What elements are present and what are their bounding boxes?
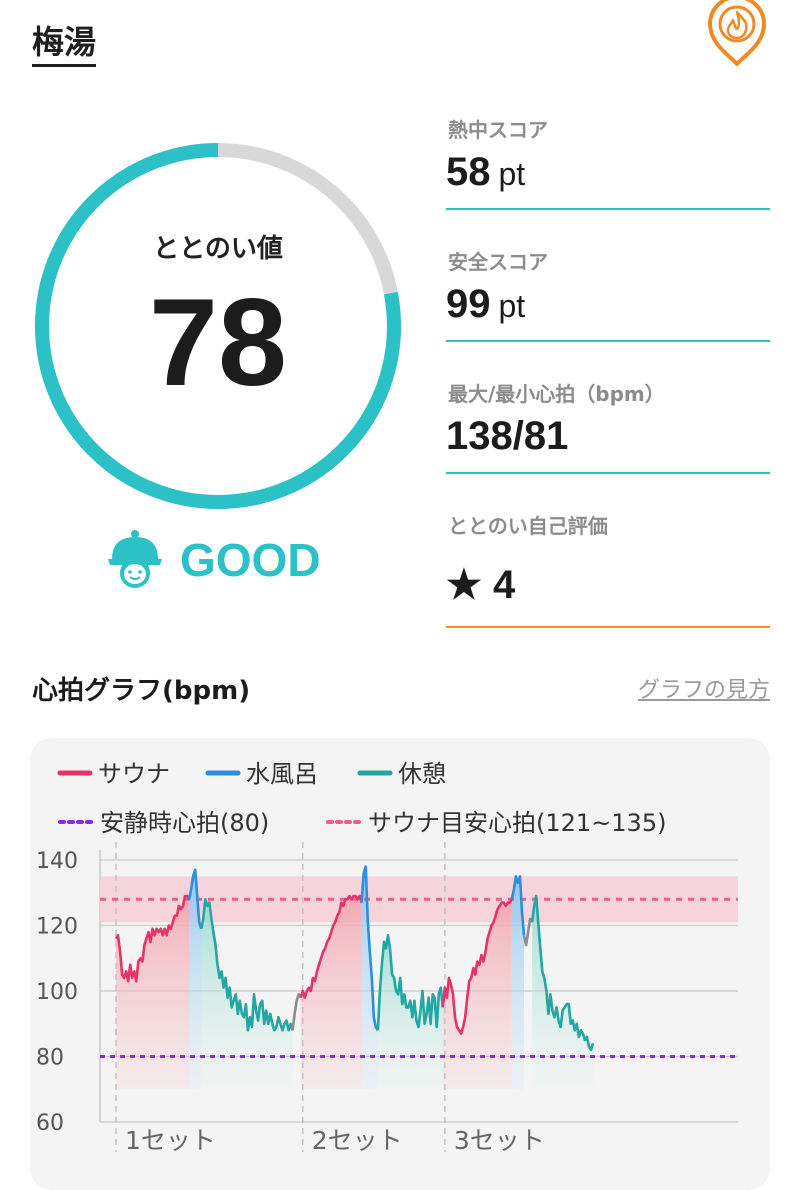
rest-line [530, 894, 595, 1052]
heart-rate-chart-card: サウナ 水風呂 休憩安静時心拍(80) サウナ目安心拍(121~135) 140 120… [30, 738, 770, 1190]
set-label: 1セット [125, 1126, 216, 1155]
water-area [189, 869, 202, 1090]
metric-value: 99 pt [446, 282, 526, 326]
metric-unit: pt [498, 156, 526, 192]
y-tick-label: 60 [36, 1111, 64, 1136]
rest-area [377, 935, 443, 1090]
gap-line [522, 917, 534, 947]
metric-label: 熱中スコア [448, 118, 548, 142]
y-tick-label: 80 [36, 1046, 64, 1071]
divider [446, 208, 770, 210]
score-ring [35, 143, 401, 509]
metric-self-evaluation: ととのい自己評価 ★ 4 [446, 504, 770, 654]
grade-text: GOOD [180, 534, 321, 586]
rest-area [201, 899, 293, 1090]
water-area [361, 866, 378, 1090]
graph-guide-link[interactable]: グラフの見方 [637, 678, 770, 703]
metric-safety-score: 安全スコア 99 pt [446, 240, 770, 372]
set-label: 2セット [312, 1126, 403, 1155]
metric-heart-rate-range: 最大/最小心拍（bpm） 138/81 [446, 372, 770, 504]
set-label: 3セット [454, 1126, 545, 1155]
legend-label: サウナ目安心拍(121~135) [368, 809, 666, 837]
legend-label: 休憩 [398, 760, 446, 788]
water-line [510, 875, 526, 936]
divider [446, 472, 770, 474]
rest-line [376, 934, 445, 1031]
metric-label: 安全スコア [448, 250, 548, 274]
score-value: 78 [149, 274, 287, 412]
score-label: ととのい値 [153, 234, 283, 264]
water-line [187, 868, 203, 930]
sauna-line [114, 894, 191, 983]
legend-label: 水風呂 [246, 760, 318, 788]
metrics-panel: 熱中スコア 58 pt 安全スコア 99 pt 最大/最小心拍（bpm） 138/8… [446, 108, 770, 654]
y-tick-label: 100 [36, 980, 78, 1005]
page-title: 梅湯 [32, 22, 97, 67]
y-tick-label: 140 [36, 849, 78, 874]
sauna-line [441, 898, 513, 1035]
sauna-area [116, 896, 190, 1090]
metric-value: 138/81 [446, 414, 569, 458]
rest-line [200, 898, 294, 1032]
legend-label: 安静時心拍(80) [100, 809, 269, 837]
sauna-area [300, 896, 362, 1090]
score-ring-progress [35, 143, 401, 509]
divider [446, 626, 770, 628]
rest-area [532, 896, 593, 1090]
sauna-line [299, 894, 363, 999]
water-line [360, 865, 379, 1031]
sauna-area [442, 899, 512, 1090]
metric-heat-score: 熱中スコア 58 pt [446, 108, 770, 240]
metric-label: ととのい自己評価 [448, 514, 608, 538]
gap-line [291, 992, 302, 1031]
heart-rate-graph-title: 心拍グラフ(bpm) [32, 676, 251, 706]
legend-label: サウナ [98, 760, 170, 788]
self-evaluation-stars: ★ 4 [446, 563, 516, 607]
divider [446, 340, 770, 342]
fire-icon[interactable] [704, 0, 770, 66]
grade-badge: GOOD [106, 528, 321, 592]
sauna-hat-face-icon [108, 530, 162, 588]
metric-unit: pt [498, 288, 526, 324]
metric-label: 最大/最小心拍（bpm） [448, 382, 665, 406]
y-tick-label: 120 [36, 915, 78, 940]
water-area [511, 876, 524, 1090]
metric-value: 58 pt [446, 150, 526, 194]
